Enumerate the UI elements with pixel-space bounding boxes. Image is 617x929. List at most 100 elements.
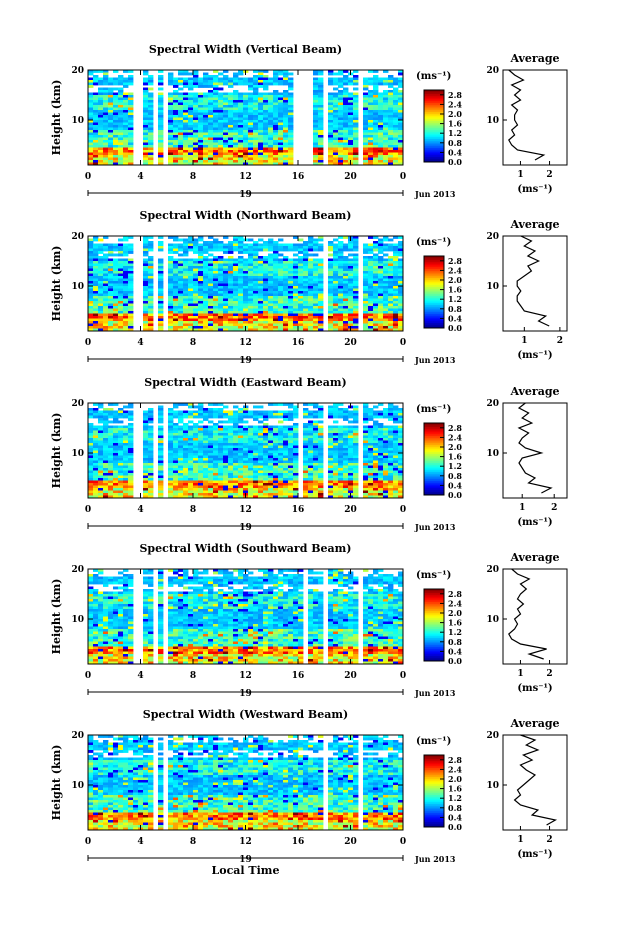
heatmap-cell — [193, 443, 199, 446]
heatmap-cell — [113, 415, 119, 419]
heatmap-cell — [193, 120, 199, 123]
heatmap-cell — [193, 293, 199, 297]
heatmap-cell — [348, 261, 354, 264]
heatmap-cell — [198, 157, 204, 161]
heatmap-cell — [123, 105, 129, 108]
heatmap-cell — [173, 112, 179, 116]
heatmap-cell — [288, 313, 294, 317]
heatmap-cell — [248, 256, 254, 259]
heatmap-cell — [258, 318, 264, 322]
heatmap-cell — [218, 410, 224, 414]
heatmap-cell — [233, 258, 239, 262]
heatmap-cell — [363, 102, 369, 106]
heatmap-cell — [203, 296, 209, 299]
heatmap-cell — [228, 323, 234, 327]
heatmap-cell — [368, 157, 374, 161]
heatmap-cell — [353, 102, 359, 106]
heatmap-cell — [268, 410, 274, 414]
heatmap-cell — [123, 110, 129, 113]
colorbar-swatch — [424, 131, 444, 134]
heatmap-cell — [353, 75, 359, 78]
heatmap-cell — [128, 298, 134, 302]
heatmap-cell — [268, 150, 274, 153]
heatmap-cell — [398, 236, 404, 239]
heatmap-cell — [123, 271, 129, 274]
heatmap-cell — [238, 145, 244, 148]
heatmap-cell — [88, 261, 94, 264]
heatmap-cell — [193, 70, 199, 73]
heatmap-cell — [338, 313, 344, 317]
heatmap-cell — [173, 296, 179, 299]
heatmap-cell — [98, 142, 104, 146]
heatmap-cell — [113, 120, 119, 123]
heatmap-cell — [93, 296, 99, 299]
heatmap-cell — [113, 445, 119, 449]
heatmap-cell — [313, 238, 319, 242]
heatmap-cell — [348, 100, 354, 103]
heatmap-cell — [188, 112, 194, 116]
heatmap-cell — [98, 321, 104, 324]
heatmap-cell — [338, 150, 344, 153]
heatmap-cell — [233, 120, 239, 123]
heatmap-cell — [338, 246, 344, 249]
heatmap-cell — [213, 313, 219, 317]
heatmap-cell — [378, 122, 384, 126]
heatmap-cell — [158, 125, 164, 128]
heatmap-cell — [378, 132, 384, 136]
heatmap-cell — [273, 120, 279, 123]
heatmap-cell — [93, 117, 99, 121]
heatmap-cell — [183, 85, 189, 88]
heatmap-cell — [223, 328, 229, 332]
heatmap-cell — [343, 318, 349, 322]
heatmap-cell — [398, 296, 404, 299]
heatmap-cell — [348, 142, 354, 146]
heatmap-cell — [288, 145, 294, 148]
heatmap-cell — [218, 433, 224, 436]
heatmap-cell — [108, 266, 114, 269]
heatmap-cell — [278, 443, 284, 446]
heatmap-cell — [218, 142, 224, 146]
heatmap-cell — [173, 155, 179, 158]
colorbar-swatch — [424, 90, 444, 93]
heatmap-cell — [158, 102, 164, 106]
heatmap-cell — [193, 423, 199, 426]
heatmap-cell — [283, 410, 289, 414]
heatmap-cell — [288, 276, 294, 279]
heatmap-cell — [143, 253, 149, 257]
heatmap-cell — [378, 291, 384, 294]
heatmap-cell — [303, 241, 309, 244]
heatmap-cell — [373, 316, 379, 319]
heatmap-cell — [233, 95, 239, 98]
heatmap-cell — [383, 110, 389, 113]
heatmap-cell — [168, 440, 174, 444]
heatmap-cell — [148, 132, 154, 136]
heatmap-cell — [378, 288, 384, 292]
heatmap-cell — [263, 321, 269, 324]
heatmap-cell — [223, 420, 229, 424]
heatmap-cell — [218, 281, 224, 284]
heatmap-cell — [208, 82, 214, 86]
heatmap-cell — [318, 323, 324, 327]
heatmap-cell — [293, 236, 299, 239]
heatmap-cell — [348, 77, 354, 81]
heatmap-cell — [343, 87, 349, 91]
heatmap-cell — [193, 241, 199, 244]
heatmap-cell — [208, 281, 214, 284]
heatmap-cell — [283, 246, 289, 249]
heatmap-cell — [283, 278, 289, 282]
heatmap-cell — [373, 261, 379, 264]
heatmap-cell — [363, 296, 369, 299]
heatmap-cell — [168, 125, 174, 128]
heatmap-cell — [213, 241, 219, 244]
heatmap-cell — [343, 145, 349, 148]
heatmap-cell — [88, 321, 94, 324]
heatmap-cell — [88, 248, 94, 252]
heatmap-cell — [128, 117, 134, 121]
heatmap-cell — [178, 313, 184, 317]
heatmap-cell — [208, 135, 214, 138]
heatmap-cell — [168, 246, 174, 249]
heatmap-cell — [158, 296, 164, 299]
heatmap-cell — [183, 311, 189, 314]
heatmap-cell — [173, 251, 179, 254]
heatmap-cell — [148, 243, 154, 247]
